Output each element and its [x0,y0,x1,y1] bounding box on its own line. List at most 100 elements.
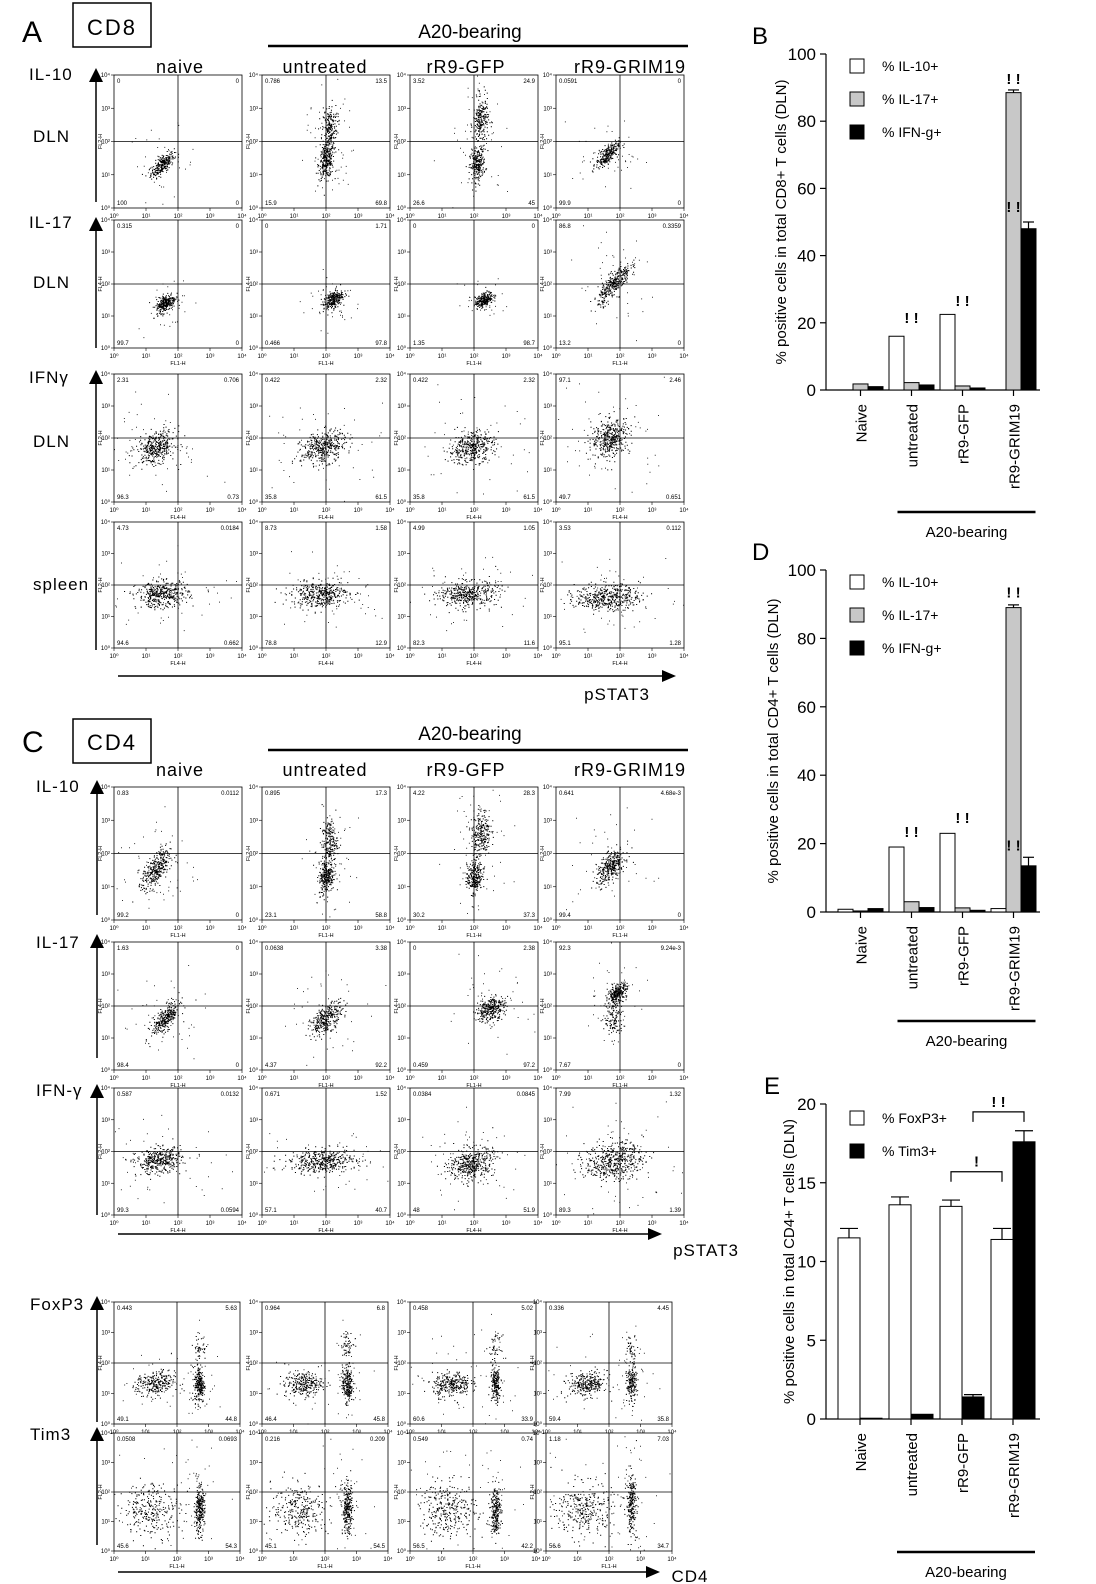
dot-cloud [566,807,660,911]
y-tick-label: 10² [249,282,258,288]
quadrant-value: 48 [413,1208,420,1214]
y-tick-label: 10⁴ [101,1085,111,1092]
panel-a-col-3: rR9-GRIM19 [574,57,686,77]
y-tick-label: 10³ [397,1118,406,1124]
y-tick-label: 10³ [397,552,406,558]
y-tick-label: 10² [543,436,552,442]
x-tick-label: 10¹ [438,354,447,360]
y-axis-label: FL4-H [98,276,104,291]
x-tick-label: 10⁰ [551,507,561,514]
x-tick-label: 10¹ [142,654,151,660]
legend-label-0: % FoxP3+ [882,1110,947,1126]
y-tick-label: 10⁴ [397,371,407,378]
x-tick-label: 10² [322,926,331,932]
quadrant-value: 4.22 [413,791,425,797]
quadrant-value: 0.0591 [559,79,578,85]
x-tick-label: 10⁴ [679,925,689,932]
dot-cloud [548,1325,661,1421]
y-tick-label: 80 [797,629,816,648]
category-label: Naive [854,926,871,964]
dot-cloud [114,1439,233,1550]
y-tick-label: 10 [797,1253,816,1272]
bar-rr9-grim19-2 [1020,228,1037,391]
x-tick-label: 10⁴ [237,1075,247,1082]
y-tick-label: 10⁰ [533,1548,543,1555]
quadrant-value: 2.38 [523,946,535,952]
y-tick-label: 10² [543,852,552,858]
quadrant-value: 45.8 [373,1417,385,1423]
y-tick-label: 10⁴ [543,217,553,224]
quadrant-value: 1.05 [523,526,535,532]
y-axis-label: FL2-H [394,846,400,861]
bar-naive-1 [859,1417,883,1420]
y-axis-label: FL2-H [98,134,104,149]
y-tick-label: 10⁰ [101,499,111,506]
quadrant-value: 26.6 [413,201,425,207]
y-tick-label: 10³ [543,552,552,558]
y-axis-label: FL2-H [98,577,104,592]
x-tick-label: 10³ [206,1221,215,1227]
quadrant-value: 44.8 [225,1417,237,1423]
y-tick-label: 10³ [397,250,406,256]
x-tick-label: 10² [174,214,183,220]
y-axis-label: FL4-H [246,276,252,291]
bar-untreated-1 [910,1413,934,1420]
y-tick-label: 80 [797,112,816,131]
y-tick-label: 10³ [249,1331,258,1337]
x-tick-label: 10⁴ [385,1075,395,1082]
panel-c-bottom-plot-r1-c1: 10⁰10⁰10¹10¹10²10²10³10³10⁴10⁴FL1-HFL2-H… [246,1430,393,1570]
y-tick-label: 10² [101,140,110,146]
significance-mark: ! ! [1006,584,1020,601]
quadrant-value: 12.9 [375,641,387,647]
quadrant-value: 35.8 [657,1417,669,1423]
dot-cloud [115,545,237,632]
quadrant-value: 30.2 [413,913,425,919]
dot-cloud [264,1133,389,1192]
x-axis-label: FL4-H [612,1228,627,1234]
y-tick-label: 10² [397,282,406,288]
x-tick-label: 10⁰ [551,925,561,932]
x-tick-label: 10³ [648,926,657,932]
significance-mark: ! ! [1006,71,1020,88]
panel-a-group-label: A20-bearing [418,22,522,43]
y-tick-label: 10³ [397,972,406,978]
dot-cloud [560,558,684,633]
y-tick-label: 10³ [249,106,258,112]
y-tick-label: 10⁰ [543,1212,553,1219]
quadrant-value: 45 [528,201,535,207]
quadrant-value: 5.63 [225,1306,237,1312]
quadrant-value: 17.3 [375,791,387,797]
quadrant-value: 0.459 [413,1063,429,1069]
x-tick-label: 10³ [206,508,215,514]
x-axis-label: FL1-H [169,1564,184,1570]
dot-cloud [263,1438,375,1550]
y-axis-label: FL2-H [394,430,400,445]
y-tick-label: 10³ [543,972,552,978]
bar-rr9-gfp-2 [969,909,986,913]
dot-path [114,1439,233,1550]
y-tick-label: 10⁰ [101,1067,111,1074]
y-tick-label: 10² [397,852,406,858]
x-tick-label: 10⁰ [109,1220,119,1227]
x-tick-label: 10³ [354,654,363,660]
x-tick-label: 10³ [354,214,363,220]
quadrant-value: 8.73 [265,526,277,532]
dot-cloud [450,953,536,1055]
y-tick-label: 10² [397,1490,406,1496]
y-tick-label: 10⁴ [249,371,259,378]
quadrant-value: 1.71 [375,224,387,230]
bar-naive-0 [837,908,854,913]
category-label: rR9-GFP [956,926,973,986]
panel-c-arrow-2-head [90,934,104,948]
x-tick-label: 10⁰ [405,1075,415,1082]
quadrant-value: 0 [236,79,240,85]
y-tick-label: 10⁴ [101,784,111,791]
dot-path [450,953,536,1055]
x-axis-label: FL1-H [466,933,481,939]
x-tick-label: 10³ [648,354,657,360]
y-axis-label: FL2-H [540,1144,546,1159]
dot-cloud [410,1450,524,1550]
